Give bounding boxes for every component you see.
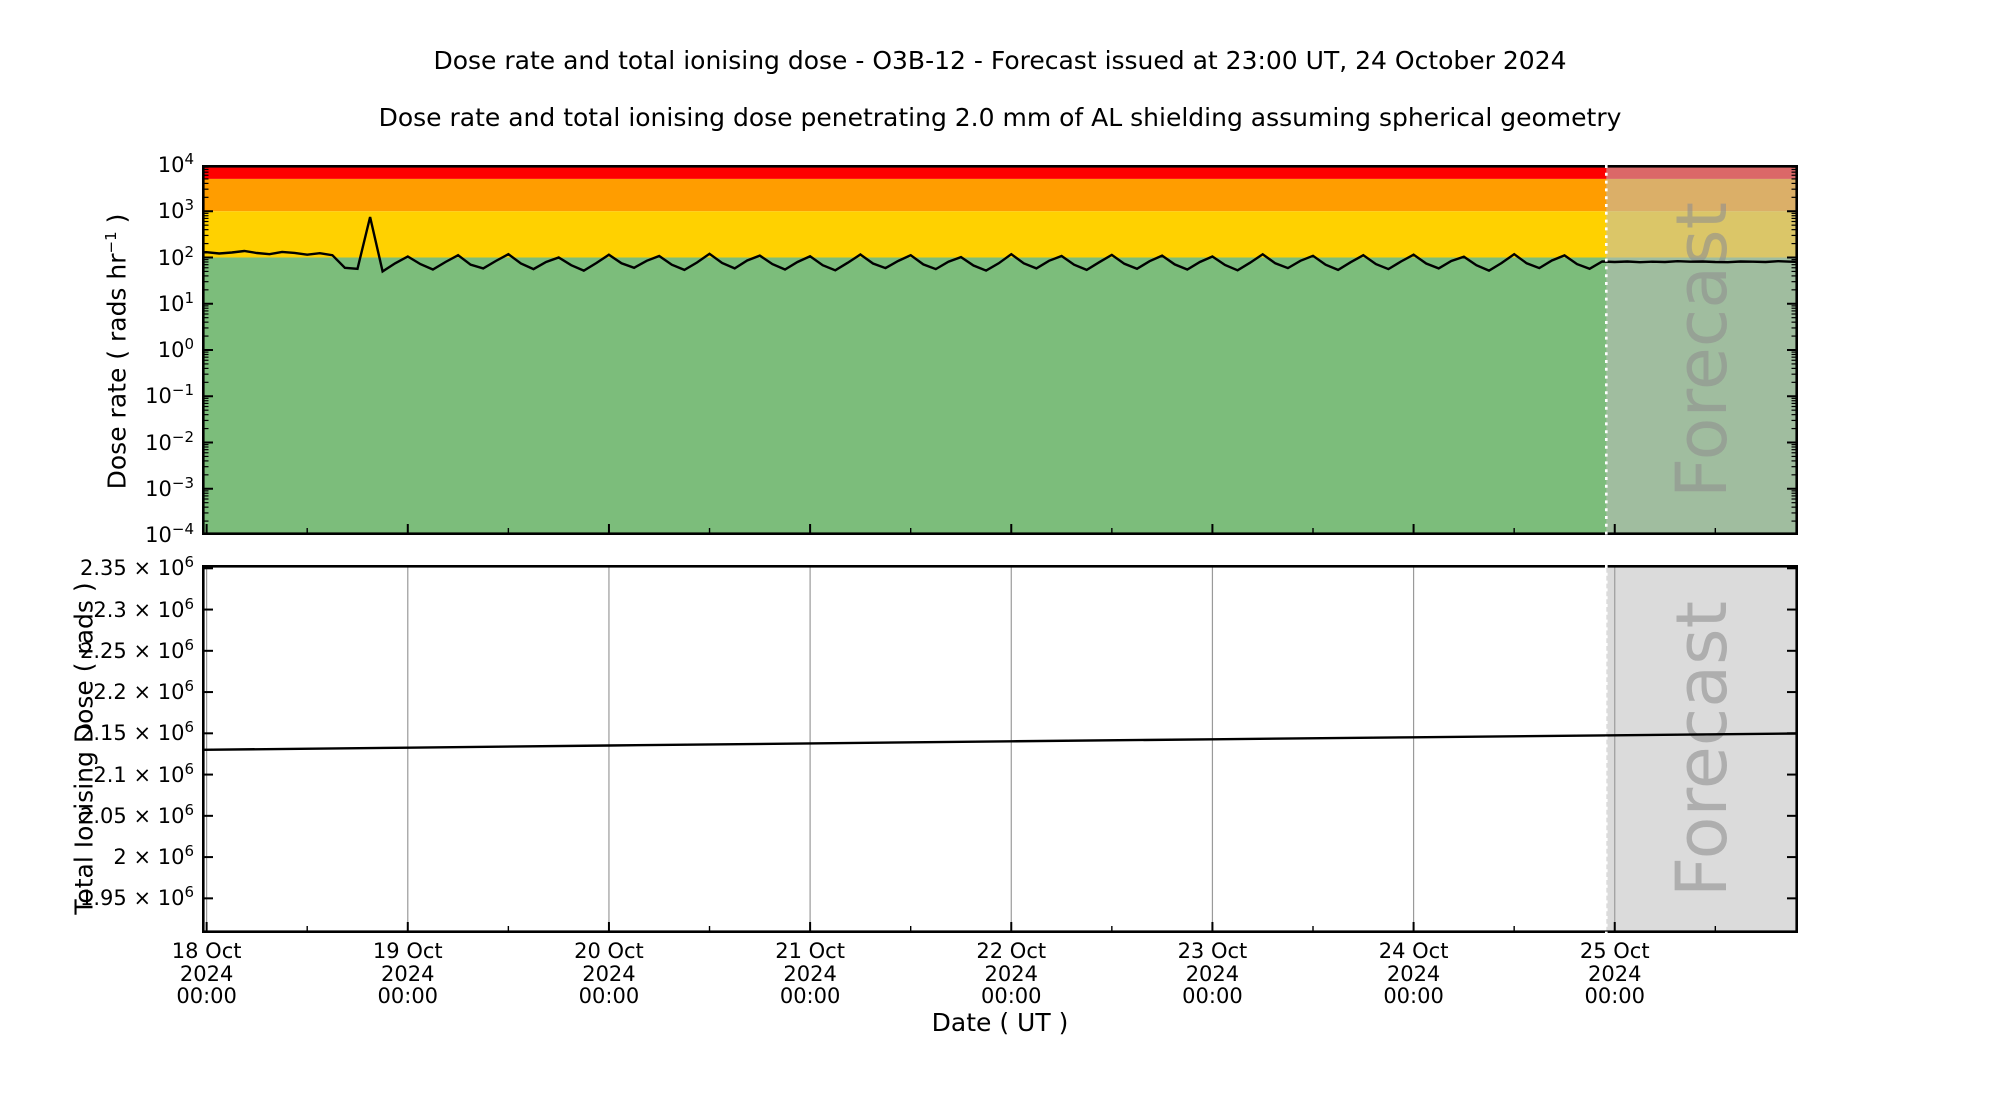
total-ionising-dose-line bbox=[202, 732, 1798, 751]
y-tick-label: 10−4 bbox=[145, 520, 194, 548]
forecast-watermark: Forecast bbox=[1661, 202, 1743, 498]
y-tick-label: 101 bbox=[157, 288, 194, 316]
band-orange bbox=[202, 178, 1798, 212]
y-tick-label: 103 bbox=[157, 196, 194, 224]
y-tick-label: 10−1 bbox=[145, 381, 194, 409]
y-tick-label: 2.2 × 106 bbox=[93, 677, 194, 705]
y-tick-label: 1.95 × 106 bbox=[80, 883, 194, 911]
y-tick-label: 2.1 × 106 bbox=[93, 759, 194, 787]
y-tick-label: 2.25 × 106 bbox=[80, 635, 194, 663]
y-tick-label: 2.3 × 106 bbox=[93, 594, 194, 622]
dose-rate-chart-svg: Forecast bbox=[202, 165, 1798, 535]
y-tick-label: 102 bbox=[157, 242, 194, 270]
figure-title: Dose rate and total ionising dose - O3B-… bbox=[433, 46, 1567, 75]
figure-subtitle: Dose rate and total ionising dose penetr… bbox=[378, 103, 1622, 132]
y-tick-label: 2.15 × 106 bbox=[80, 718, 194, 746]
band-red bbox=[202, 165, 1798, 179]
y-tick-label: 10−3 bbox=[145, 473, 194, 501]
x-tick-label: 23 Oct 2024 00:00 bbox=[1177, 939, 1248, 1008]
y-tick-label: 2.05 × 106 bbox=[80, 800, 194, 828]
x-tick-label: 21 Oct 2024 00:00 bbox=[775, 939, 845, 1008]
plot-frame bbox=[202, 565, 1798, 933]
band-green bbox=[202, 257, 1798, 535]
x-tick-label: 18 Oct 2024 00:00 bbox=[171, 939, 242, 1008]
x-tick-label: 24 Oct 2024 00:00 bbox=[1378, 939, 1449, 1008]
y-tick-label: 2.35 × 106 bbox=[80, 553, 194, 581]
forecast-watermark: Forecast bbox=[1661, 601, 1743, 897]
x-tick-label: 19 Oct 2024 00:00 bbox=[372, 939, 443, 1008]
plot-frame bbox=[202, 165, 1798, 535]
x-tick-label: 25 Oct 2024 00:00 bbox=[1579, 939, 1650, 1008]
y-tick-label: 100 bbox=[157, 335, 194, 363]
y-tick-label: 10−2 bbox=[145, 427, 194, 455]
total-ionising-dose-chart-svg: Forecast bbox=[202, 565, 1798, 933]
dose-rate-line bbox=[202, 216, 1798, 274]
y-tick-label: 104 bbox=[157, 150, 194, 178]
x-tick-label: 22 Oct 2024 00:00 bbox=[976, 939, 1047, 1008]
forecast-region bbox=[1606, 565, 1798, 933]
x-axis-label: Date ( UT ) bbox=[931, 1008, 1069, 1037]
x-tick-label: 20 Oct 2024 00:00 bbox=[574, 939, 644, 1008]
forecast-region bbox=[1606, 165, 1798, 535]
band-yellow bbox=[202, 211, 1798, 258]
y-tick-label: 2 × 106 bbox=[113, 842, 194, 870]
